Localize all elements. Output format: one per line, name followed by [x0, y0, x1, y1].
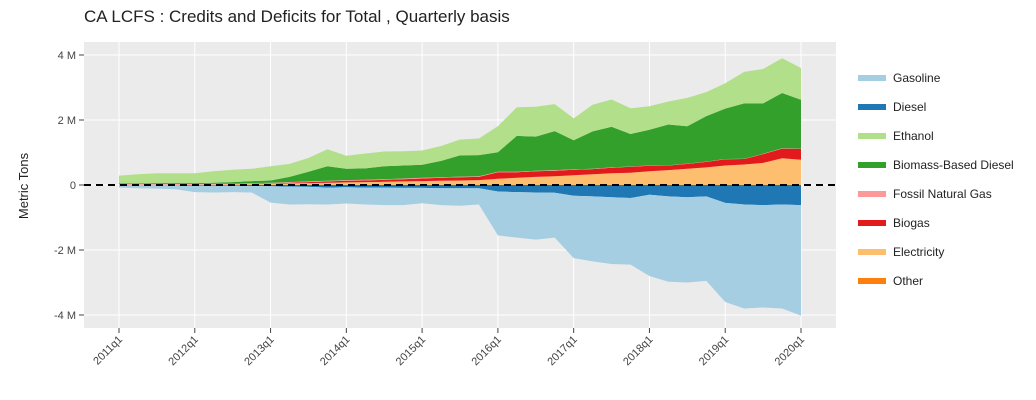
- chart-title: CA LCFS : Credits and Deficits for Total…: [84, 7, 510, 26]
- area-series: [119, 58, 801, 316]
- legend-label: Other: [893, 274, 923, 288]
- legend-item-fossil-natural-gas[interactable]: Fossil Natural Gas: [858, 187, 992, 201]
- legend-swatch: [858, 75, 886, 81]
- legend-swatch: [858, 278, 886, 284]
- legend-swatch: [858, 104, 886, 110]
- legend-label: Fossil Natural Gas: [893, 187, 992, 201]
- legend-item-biomass-based-diesel[interactable]: Biomass-Based Diesel: [858, 158, 1014, 172]
- x-tick-label: 2015q1: [394, 334, 428, 368]
- area-ethanol[interactable]: [119, 58, 801, 184]
- area-biogas[interactable]: [119, 148, 801, 185]
- area-diesel[interactable]: [119, 185, 801, 206]
- x-tick-label: 2019q1: [697, 334, 731, 368]
- legend-item-diesel[interactable]: Diesel: [858, 100, 926, 114]
- legend-label: Diesel: [893, 100, 926, 114]
- x-tick-label: 2016q1: [470, 334, 504, 368]
- y-tick-label: 4 M: [58, 50, 76, 62]
- legend-label: Biogas: [893, 216, 930, 230]
- legend-item-gasoline[interactable]: Gasoline: [858, 71, 941, 85]
- legend-label: Ethanol: [893, 129, 934, 143]
- legend-swatch: [858, 191, 886, 197]
- x-tick-label: 2013q1: [242, 334, 276, 368]
- y-tick-label: 0: [70, 180, 76, 192]
- x-tick-label: 2014q1: [318, 334, 352, 368]
- area-biomass-based-diesel[interactable]: [119, 93, 801, 184]
- legend-item-biogas[interactable]: Biogas: [858, 216, 930, 230]
- y-axis-label: Metric Tons: [16, 152, 31, 219]
- y-axis: 4 M 2 M 0 -2 M -4 M: [54, 50, 84, 322]
- legend-label: Gasoline: [893, 71, 941, 85]
- legend[interactable]: Gasoline Diesel Ethanol Biomass-Based Diese…: [858, 71, 1014, 288]
- area-gasoline[interactable]: [119, 185, 801, 316]
- x-tick-label: 2011q1: [91, 334, 125, 368]
- legend-label: Electricity: [893, 245, 944, 259]
- area-electricity[interactable]: [119, 158, 801, 185]
- y-tick-label: 2 M: [58, 115, 76, 127]
- y-tick-label: -4 M: [54, 310, 76, 322]
- x-tick-label: 2018q1: [621, 334, 655, 368]
- x-axis: 2011q1 2012q1 2013q1 2014q1 2015q1 2016q1 2017…: [91, 328, 807, 368]
- x-tick-label: 2020q1: [773, 334, 807, 368]
- legend-swatch: [858, 249, 886, 255]
- legend-swatch: [858, 220, 886, 226]
- legend-item-ethanol[interactable]: Ethanol: [858, 129, 934, 143]
- legend-swatch: [858, 162, 886, 168]
- legend-item-other[interactable]: Other: [858, 274, 923, 288]
- legend-item-electricity[interactable]: Electricity: [858, 245, 944, 259]
- x-tick-label: 2017q1: [545, 334, 579, 368]
- legend-label: Biomass-Based Diesel: [893, 158, 1014, 172]
- y-tick-label: -2 M: [54, 245, 76, 257]
- x-tick-label: 2012q1: [166, 334, 200, 368]
- legend-swatch: [858, 133, 886, 139]
